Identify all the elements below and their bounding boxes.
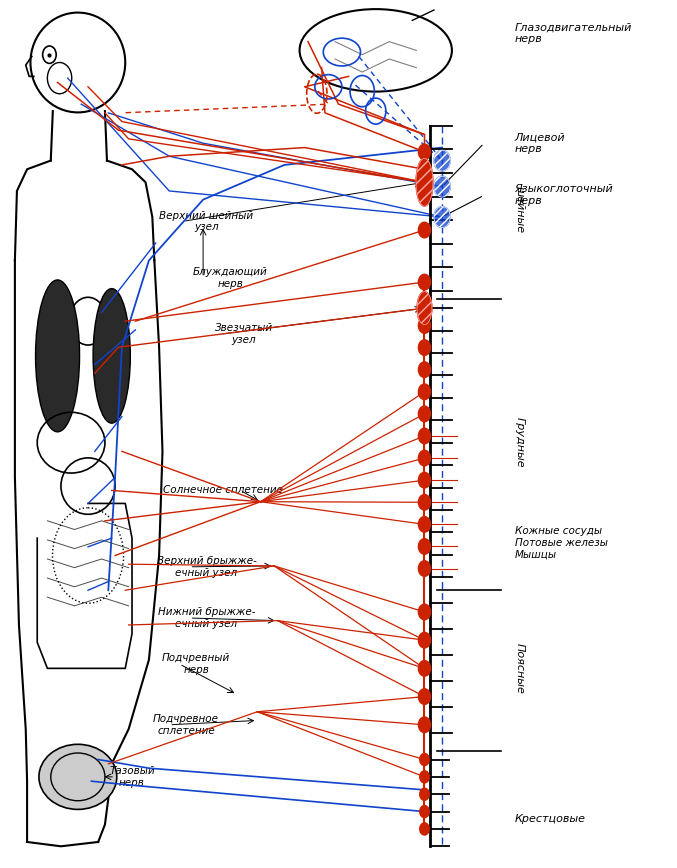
Text: Глазодвигательный
нерв: Глазодвигательный нерв bbox=[515, 23, 632, 43]
Circle shape bbox=[418, 661, 431, 676]
Circle shape bbox=[434, 207, 450, 227]
Circle shape bbox=[418, 604, 431, 620]
Circle shape bbox=[434, 150, 450, 171]
Circle shape bbox=[418, 495, 431, 510]
Text: Подчревный
нерв: Подчревный нерв bbox=[162, 654, 230, 674]
Circle shape bbox=[418, 472, 431, 488]
Circle shape bbox=[420, 771, 429, 783]
Ellipse shape bbox=[35, 280, 79, 431]
Text: Поясные: Поясные bbox=[515, 643, 525, 694]
Circle shape bbox=[418, 450, 431, 466]
Text: Языкоглоточный
нерв: Языкоглоточный нерв bbox=[515, 185, 613, 206]
Circle shape bbox=[418, 362, 431, 378]
Circle shape bbox=[418, 688, 431, 704]
Circle shape bbox=[418, 274, 431, 290]
Circle shape bbox=[418, 339, 431, 355]
Circle shape bbox=[418, 717, 431, 733]
Circle shape bbox=[418, 318, 431, 333]
Circle shape bbox=[434, 176, 450, 197]
Circle shape bbox=[420, 806, 429, 818]
Text: Грудные: Грудные bbox=[515, 418, 525, 468]
Text: Верхний брыжже-
ечный узел: Верхний брыжже- ечный узел bbox=[156, 556, 257, 577]
Circle shape bbox=[418, 406, 431, 422]
Circle shape bbox=[418, 144, 431, 160]
Text: Верхний шейный
узел: Верхний шейный узел bbox=[159, 211, 254, 232]
Circle shape bbox=[418, 222, 431, 238]
Text: Солнечное сплетение: Солнечное сплетение bbox=[163, 485, 284, 496]
Circle shape bbox=[418, 428, 431, 444]
Circle shape bbox=[418, 539, 431, 555]
Ellipse shape bbox=[416, 158, 433, 206]
Text: Нижний брыжже-
ечный узел: Нижний брыжже- ечный узел bbox=[158, 608, 255, 628]
Circle shape bbox=[418, 384, 431, 399]
Text: Блуждающий
нерв: Блуждающий нерв bbox=[193, 267, 267, 288]
Circle shape bbox=[418, 516, 431, 532]
Circle shape bbox=[420, 788, 429, 800]
Circle shape bbox=[420, 753, 429, 766]
Circle shape bbox=[418, 561, 431, 576]
Ellipse shape bbox=[39, 745, 116, 809]
Text: Кожные сосуды
Потовые железы
Мышцы: Кожные сосуды Потовые железы Мышцы bbox=[515, 526, 607, 559]
Circle shape bbox=[418, 632, 431, 648]
Circle shape bbox=[420, 823, 429, 835]
Ellipse shape bbox=[93, 288, 130, 423]
Ellipse shape bbox=[417, 292, 432, 325]
Text: Тазовый
нерв: Тазовый нерв bbox=[109, 766, 155, 787]
Text: Лицевой
нерв: Лицевой нерв bbox=[515, 133, 565, 154]
Text: шейные: шейные bbox=[515, 187, 525, 233]
Text: Крестцовые: Крестцовые bbox=[515, 813, 586, 824]
Text: Звезчатый
узел: Звезчатый узел bbox=[215, 324, 273, 345]
Text: Подчревное
сплетение: Подчревное сплетение bbox=[153, 714, 219, 735]
